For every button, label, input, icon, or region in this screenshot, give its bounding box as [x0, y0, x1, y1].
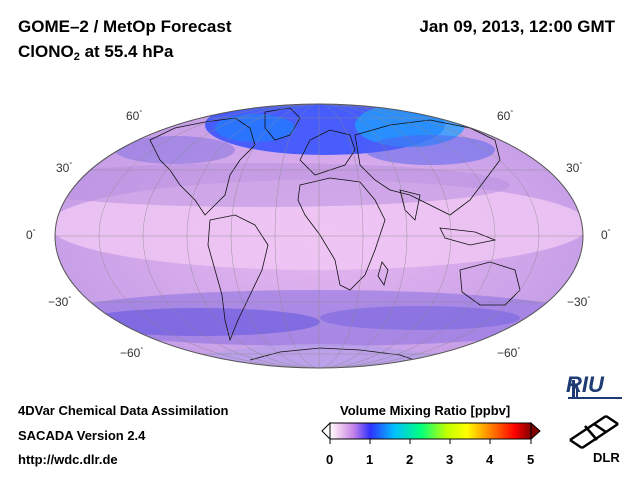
- colorbar-title: Volume Mixing Ratio [ppbv]: [340, 403, 511, 418]
- subtropical-band-north: [55, 163, 510, 207]
- coast-india: [399, 189, 421, 221]
- riu-logo: RIU: [566, 372, 604, 397]
- colorbar-tick-label: 0: [326, 452, 334, 467]
- colorbar-tick-label: 1: [366, 452, 374, 467]
- coast-north-america: [149, 117, 256, 216]
- footer-link-url[interactable]: http://wdc.dlr.de: [18, 452, 118, 467]
- coast-europe: [299, 129, 356, 176]
- coast-antarctica: [249, 347, 421, 363]
- coast-africa: [297, 177, 386, 291]
- colorbar-tick-label: 2: [406, 452, 414, 467]
- colorbar-tick-label: 5: [527, 452, 535, 467]
- dlr-logo: DLR: [593, 450, 620, 465]
- asia-blue: [365, 135, 495, 165]
- southern-band-core-2: [320, 306, 520, 330]
- lat-label-left-60: 60°: [126, 109, 143, 123]
- colorbar-gradient: [329, 422, 532, 440]
- coastlines: [149, 107, 521, 363]
- riu-logo-mark: [568, 380, 622, 399]
- graticule: [55, 104, 583, 368]
- lat-label-left-30: 30°: [56, 161, 73, 175]
- lat-label-right-30: 30°: [566, 161, 583, 175]
- globe-border: [54, 103, 584, 369]
- map-subtitle: ClONO2 at 55.4 hPa: [18, 42, 174, 63]
- lat-label-left-minus30: −30°: [48, 295, 72, 309]
- lat-label-right-0: 0°: [601, 228, 611, 242]
- footer-line-method: 4DVar Chemical Data Assimilation: [18, 403, 229, 418]
- lat-label-right-60: 60°: [497, 109, 514, 123]
- footer-line-version: SACADA Version 2.4: [18, 428, 146, 443]
- coast-indonesia: [439, 227, 497, 246]
- antarctic-cap: [179, 344, 459, 368]
- southern-band-core: [80, 308, 320, 336]
- colorbar-low-arrow: [321, 421, 331, 441]
- coast-asia: [354, 119, 501, 216]
- coast-greenland: [264, 107, 301, 141]
- colorbar: [321, 421, 541, 444]
- coast-australia: [459, 261, 521, 306]
- colorbar-high-arrow: [530, 421, 541, 441]
- dlr-logo-mark: [569, 414, 619, 450]
- coast-madagascar: [377, 261, 389, 286]
- colorbar-tick-label: 4: [486, 452, 494, 467]
- lat-label-right-minus60: −60°: [497, 346, 521, 360]
- coast-south-america: [207, 214, 269, 342]
- colorbar-ticks: [329, 439, 532, 444]
- lat-label-left-0: 0°: [26, 228, 36, 242]
- globe: [55, 104, 583, 368]
- forecast-datetime: Jan 09, 2013, 12:00 GMT: [419, 17, 615, 36]
- colorbar-tick-label: 3: [446, 452, 454, 467]
- lat-label-left-minus60: −60°: [120, 346, 144, 360]
- north-pacific-dark: [115, 136, 235, 164]
- map-title: GOME–2 / MetOp Forecast: [18, 17, 232, 36]
- lat-label-right-minus30: −30°: [567, 295, 591, 309]
- arctic-cyan-patch-2: [215, 114, 295, 142]
